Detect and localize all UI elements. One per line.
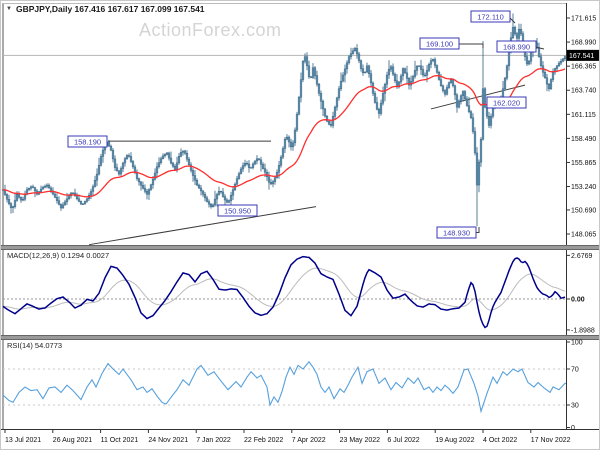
- price-annotation-box[interactable]: [436, 226, 477, 239]
- time-axis-label: 11 Oct 2021: [101, 437, 139, 444]
- svg-text:166.365: 166.365: [571, 64, 596, 71]
- time-axis-label: 17 Nov 2022: [531, 437, 571, 444]
- time-axis-label: 6 Jul 2022: [387, 437, 419, 444]
- title-bar: ▼ GBPJPY,Daily 167.416 167.617 167.099 1…: [6, 4, 205, 14]
- time-axis: 13 Jul 2021 26 Aug 2021 11 Oct 2021 24 Nov …: [4, 429, 571, 444]
- macd-panel: 2.6769 0.00 -1.8988: [2, 253, 595, 334]
- price-annotation-label: 148.930: [443, 229, 470, 238]
- svg-text:30: 30: [571, 403, 579, 410]
- time-axis-label: 7 Apr 2022: [292, 437, 326, 444]
- price-annotation-box[interactable]: [67, 135, 108, 148]
- svg-text:150.690: 150.690: [571, 207, 596, 214]
- svg-text:70: 70: [571, 367, 579, 374]
- panel-separator[interactable]: [1, 335, 600, 340]
- price-annotation-label: 172.110: [477, 13, 504, 22]
- time-axis-label: 24 Nov 2021: [148, 437, 188, 444]
- price-annotation-box[interactable]: [419, 37, 460, 50]
- candlestick-series: [1, 13, 567, 227]
- price-annotation-label: 169.100: [426, 40, 453, 49]
- price-annotation-box[interactable]: [217, 204, 258, 217]
- svg-text:168.990: 168.990: [571, 40, 596, 47]
- svg-text:0.00: 0.00: [571, 297, 585, 304]
- symbol-dropdown-arrow-icon[interactable]: ▼: [6, 6, 12, 12]
- time-axis-label: 13 Jul 2021: [5, 437, 41, 444]
- svg-text:158.490: 158.490: [571, 136, 596, 143]
- chart-frame: [1, 3, 600, 430]
- current-price-tag: [567, 49, 599, 61]
- rising-trendline: [88, 206, 317, 246]
- svg-text:148.065: 148.065: [571, 232, 596, 239]
- watermark: ActionForex.com: [139, 20, 282, 40]
- macd-main-line: [2, 255, 566, 329]
- short-trendline: [430, 84, 526, 110]
- svg-text:0: 0: [571, 425, 575, 432]
- panel-separator[interactable]: [1, 245, 600, 250]
- price-annotation-label: 158.190: [74, 138, 101, 147]
- price-annotation-box[interactable]: [496, 40, 537, 53]
- price-annotation-box[interactable]: [486, 96, 527, 109]
- drawn-lines[interactable]: [88, 84, 526, 246]
- svg-text:163.740: 163.740: [571, 88, 596, 95]
- time-axis-label: 26 Aug 2021: [53, 437, 92, 444]
- price-annotation-box[interactable]: [470, 10, 511, 23]
- svg-text:-1.8988: -1.8988: [571, 327, 595, 334]
- moving-average-line: [2, 68, 566, 198]
- time-axis-label: 7 Jan 2022: [196, 437, 231, 444]
- svg-text:100: 100: [571, 340, 583, 347]
- price-annotations[interactable]: 172.110 169.100 168.990 162.020 158.190 150.9…: [67, 10, 545, 239]
- svg-text:155.865: 155.865: [571, 160, 596, 167]
- price-axis: 171.615 168.990 166.365 163.740 161.115 158.4…: [567, 16, 599, 239]
- svg-text:2.6769: 2.6769: [571, 253, 593, 260]
- time-axis-label: 4 Oct 2022: [483, 437, 517, 444]
- macd-indicator-label: MACD(12,26,9) 0.1294 0.0027: [7, 251, 110, 260]
- time-axis-label: 23 May 2022: [340, 437, 381, 444]
- price-annotation-label: 150.950: [224, 207, 251, 216]
- rsi-line: [2, 360, 567, 414]
- svg-text:171.615: 171.615: [571, 16, 596, 23]
- chart-title-ohlc: GBPJPY,Daily 167.416 167.617 167.099 167…: [15, 4, 205, 14]
- svg-text:153.240: 153.240: [571, 184, 596, 191]
- svg-text:167.541: 167.541: [569, 53, 594, 60]
- svg-text:161.115: 161.115: [571, 112, 596, 119]
- price-annotation-label: 168.990: [503, 43, 530, 52]
- time-axis-label: 19 Aug 2022: [435, 437, 474, 444]
- rsi-panel: 100 70 30 0: [2, 340, 583, 432]
- time-axis-label: 22 Feb 2022: [244, 437, 283, 444]
- macd-signal-line: [2, 267, 566, 311]
- price-annotation-label: 162.020: [493, 99, 520, 108]
- rsi-indicator-label: RSI(14) 54.0773: [7, 341, 63, 350]
